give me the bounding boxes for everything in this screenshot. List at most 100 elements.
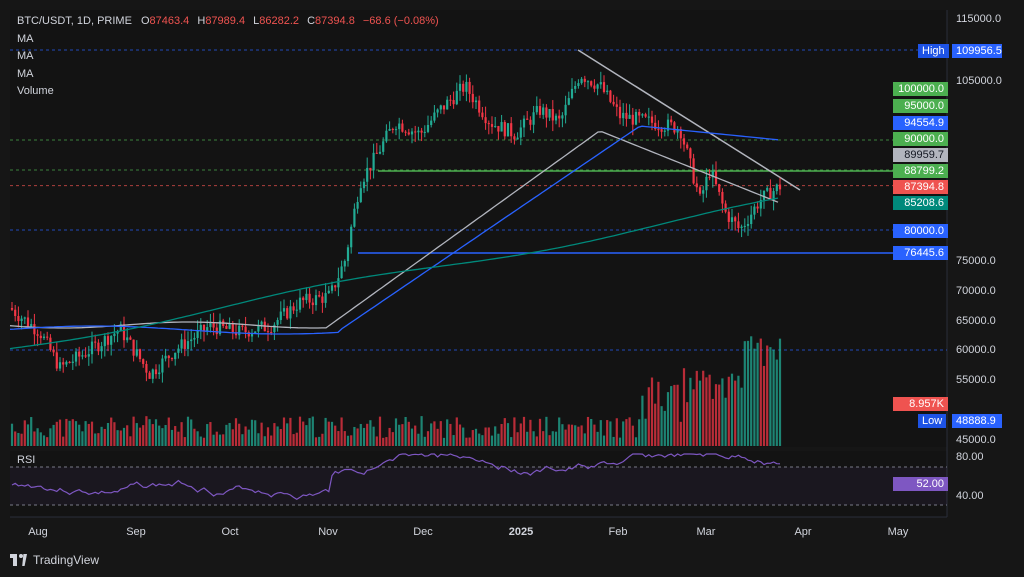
volume-bar <box>430 423 433 446</box>
volume-bar <box>458 424 462 446</box>
volume-bar <box>81 431 84 446</box>
indicator-volume[interactable]: Volume <box>17 85 54 97</box>
candle-body <box>388 128 391 131</box>
candle-body <box>206 327 209 332</box>
volume-bar <box>225 424 228 446</box>
candle-body <box>247 332 250 337</box>
candle-body <box>462 83 465 92</box>
candle-body <box>631 114 634 125</box>
price-tick: 60000.0 <box>956 344 996 356</box>
volume-bar <box>122 427 126 446</box>
candle-body <box>391 128 394 130</box>
price-pane <box>10 10 947 447</box>
volume-bar <box>622 421 625 446</box>
tradingview-wordmark: TradingView <box>33 553 100 567</box>
volume-bar <box>17 432 20 446</box>
volume-bar <box>554 431 558 446</box>
low-label: L <box>253 15 260 27</box>
time-tick: 2025 <box>508 526 534 538</box>
volume-bar <box>151 424 154 446</box>
candle-body <box>52 350 55 353</box>
candle-body <box>238 325 241 336</box>
candle-body <box>353 208 356 227</box>
candle-body <box>519 127 522 138</box>
volume-bar <box>596 431 599 446</box>
price-tag-88799: 88799.2 <box>893 164 948 178</box>
volume-bar <box>273 423 276 446</box>
candle-body <box>234 332 238 336</box>
volume-bar <box>634 437 638 446</box>
candle-body <box>193 337 196 340</box>
volume-bar <box>433 421 436 446</box>
volume-bar <box>231 429 234 446</box>
tradingview-logo[interactable]: TradingView <box>10 553 99 567</box>
candle-body <box>740 226 743 229</box>
rsi-label[interactable]: RSI <box>17 454 36 466</box>
candle-body <box>372 152 375 171</box>
volume-bar <box>484 427 487 446</box>
volume-bar <box>170 429 174 446</box>
candle-body <box>689 148 692 159</box>
candle-body <box>663 130 666 132</box>
time-tick: Apr <box>794 526 812 538</box>
volume-bar <box>474 428 478 446</box>
volume-bar <box>423 436 426 446</box>
volume-bar <box>257 433 260 446</box>
candle-body <box>138 349 142 360</box>
volume-bar <box>186 416 190 446</box>
change-value: −68.6 (−0.08%) <box>362 15 439 27</box>
candle-body <box>286 308 289 319</box>
candle-body <box>90 341 94 355</box>
price-tag-95000: 95000.0 <box>893 99 948 113</box>
time-tick: Feb <box>608 526 628 538</box>
candle-body <box>126 337 129 341</box>
symbol-label[interactable]: BTC/USDT, 1D, PRIME <box>17 15 132 27</box>
candle-body <box>343 261 346 267</box>
volume-bar <box>302 421 305 446</box>
volume-bar <box>161 428 164 446</box>
indicator-ma-2[interactable]: MA <box>17 50 34 62</box>
rsi-band-fill <box>10 467 947 505</box>
candle-body <box>199 324 202 331</box>
high-marker-label: High <box>918 44 949 58</box>
trendline <box>577 49 801 191</box>
candle-body <box>292 306 295 311</box>
volume-bar <box>330 421 334 446</box>
volume-bar <box>260 422 263 446</box>
indicator-ma-3[interactable]: MA <box>17 67 34 80</box>
volume-bar <box>436 428 439 446</box>
volume-bar <box>103 428 106 446</box>
volume-bar <box>196 431 199 446</box>
volume-bar <box>660 406 663 446</box>
indicator-ma-1[interactable]: MA <box>17 32 34 45</box>
candle-body <box>161 358 164 373</box>
candle-body <box>135 349 138 356</box>
candle-body <box>532 112 535 125</box>
volume-bar <box>551 431 554 446</box>
volume-bar <box>407 421 410 446</box>
candle-body <box>106 336 110 345</box>
volume-bar <box>359 423 362 446</box>
volume-bar <box>481 435 484 446</box>
volume-bar <box>222 434 225 446</box>
candle-body <box>746 224 750 226</box>
volume-bar <box>250 419 254 446</box>
volume-bar <box>110 417 113 446</box>
volume-bar <box>497 433 500 446</box>
volume-bar <box>753 348 756 446</box>
candle-body <box>10 308 14 310</box>
candle-body <box>718 184 721 192</box>
volume-bar <box>743 341 746 446</box>
volume-bar <box>129 436 132 446</box>
volume-bar <box>545 416 548 446</box>
volume-bar <box>762 365 766 446</box>
candle-body <box>506 123 510 137</box>
candle-body <box>529 119 532 125</box>
candle-body <box>154 369 158 375</box>
volume-bar <box>702 370 705 446</box>
volume-bar <box>14 431 17 446</box>
candle-body <box>49 337 52 351</box>
price-tick: 45000.0 <box>956 434 996 446</box>
price-tag-ma-grey: 89959.7 <box>893 148 948 162</box>
